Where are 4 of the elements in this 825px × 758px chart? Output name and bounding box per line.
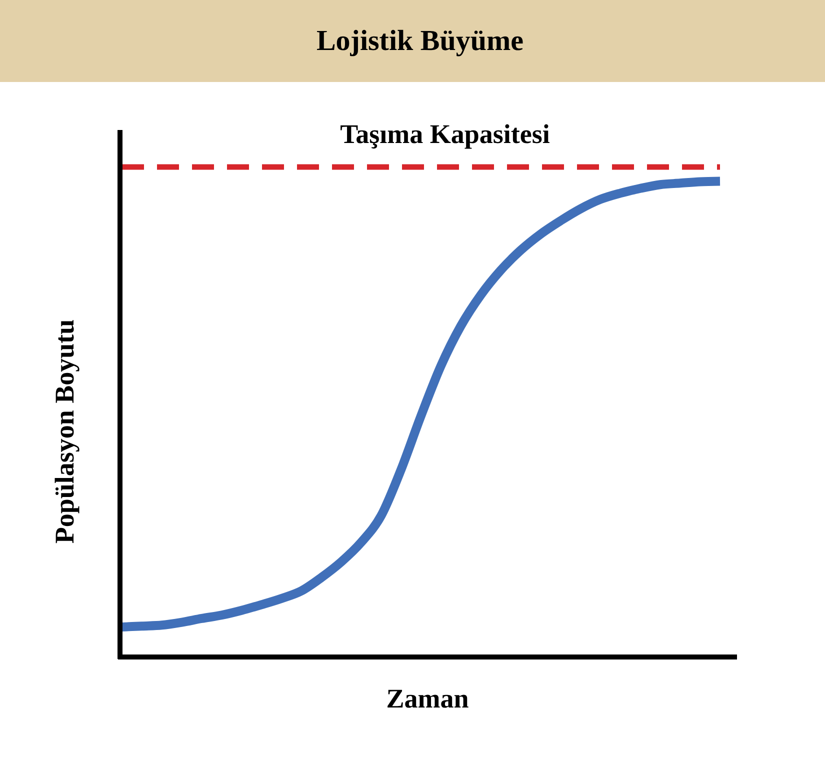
y-axis-title: Popülasyon Boyutu (50, 319, 80, 544)
ref-line-label: Taşıma Kapasitesi (340, 119, 550, 149)
chart-title: Lojistik Büyüme (316, 25, 524, 57)
x-axis-title: Zaman (386, 684, 469, 714)
